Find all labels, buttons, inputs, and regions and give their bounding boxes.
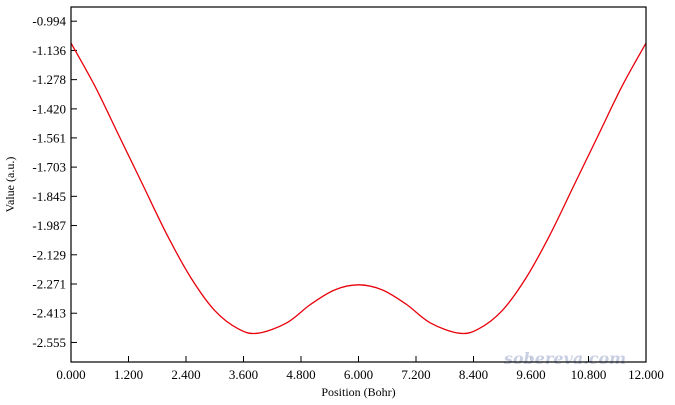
y-tick-label: -1.420 [32,101,66,116]
x-tick-label: 4.800 [286,367,315,382]
y-tick-label: -2.271 [32,277,66,292]
plot-layer [70,42,647,335]
y-tick-label: -2.555 [32,335,66,350]
y-tick-label: -1.703 [32,160,66,175]
x-tick-label: 6.000 [344,367,373,382]
x-tick-label: 2.400 [171,367,200,382]
x-tick-label: 1.200 [114,367,143,382]
x-tick-label: 9.600 [516,367,545,382]
x-tick-label: 8.400 [459,367,488,382]
watermark-text: sobereva.com [503,349,626,368]
x-axis-ticks: 0.000 1.200 2.400 3.600 4.800 6.000 7.200 8.400… [56,356,664,382]
y-tick-label: -1.987 [32,218,66,233]
x-tick-label: 3.600 [229,367,258,382]
y-tick-label: -2.129 [32,247,66,262]
y-tick-label: -1.136 [32,43,66,58]
y-tick-label: -1.278 [32,72,66,87]
x-axis-label: Position (Bohr) [321,385,395,399]
x-tick-label: 7.200 [401,367,430,382]
x-tick-label: 10.800 [571,367,607,382]
series-line-0 [70,42,647,335]
y-tick-label: -2.413 [32,306,66,321]
y-tick-label: -1.561 [32,130,66,145]
x-tick-label: 0.000 [56,367,85,382]
y-tick-label: -0.994 [32,14,66,29]
y-axis-ticks: -0.994 -1.136 -1.278 -1.420 -1.561 -1.703 -1.8… [32,14,77,350]
plot-frame [70,6,647,363]
x-tick-label: 12.000 [628,367,664,382]
y-axis-label: Value (a.u.) [3,157,17,213]
y-tick-label: -1.845 [32,189,66,204]
